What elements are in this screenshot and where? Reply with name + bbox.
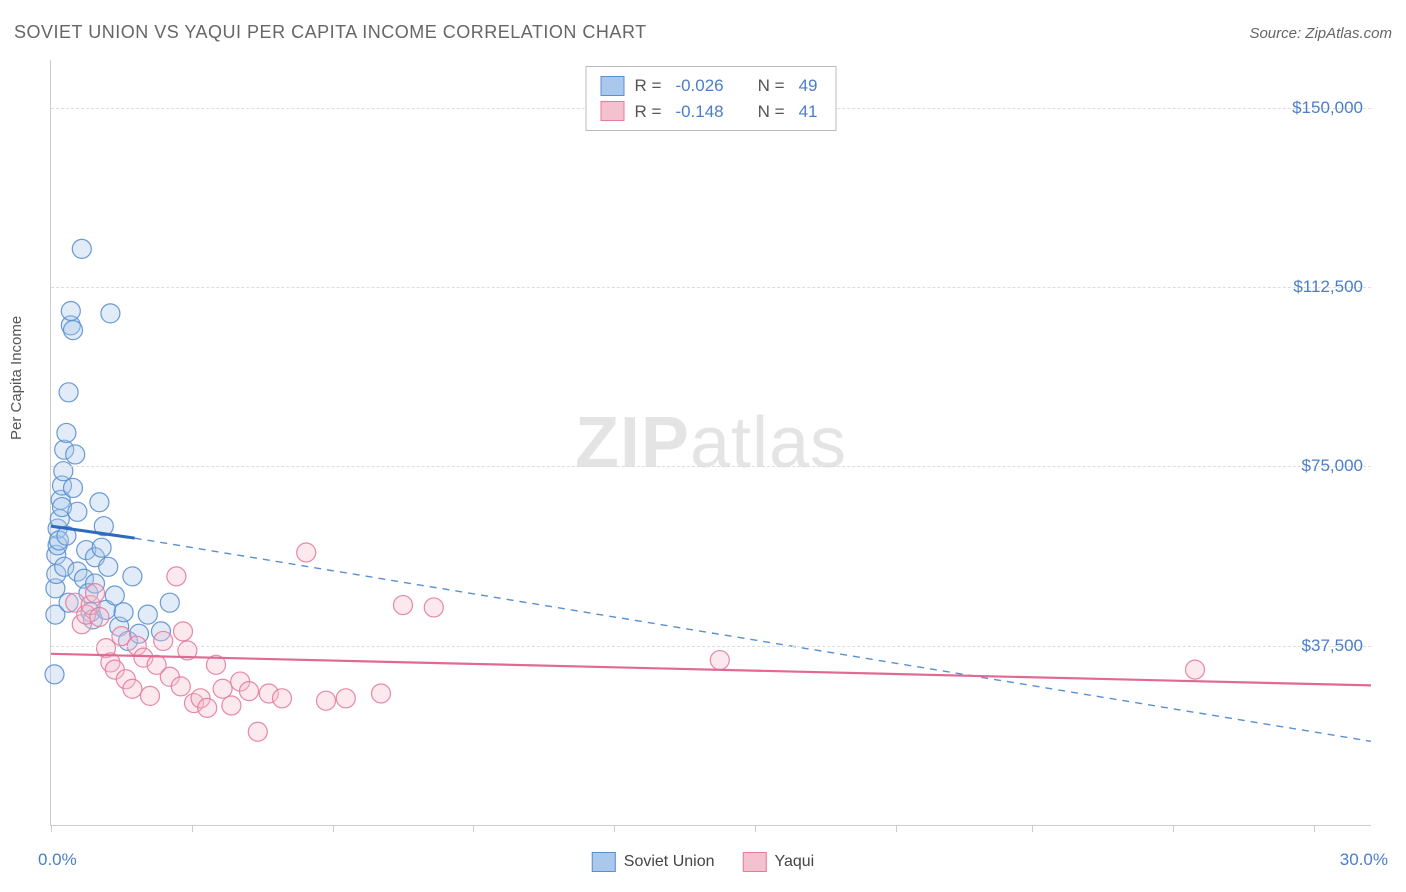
data-point <box>86 584 105 603</box>
correlation-legend: R = -0.026 N = 49 R = -0.148 N = 41 <box>586 66 837 131</box>
x-axis-min-label: 0.0% <box>38 850 77 870</box>
regression-line-dashed <box>135 538 1371 741</box>
legend-swatch <box>592 852 616 872</box>
chart-canvas <box>51 60 1371 825</box>
correlation-legend-row: R = -0.148 N = 41 <box>601 99 822 125</box>
data-point <box>160 593 179 612</box>
x-tick <box>192 825 193 832</box>
data-point <box>66 445 85 464</box>
data-point <box>138 605 157 624</box>
chart-header: SOVIET UNION VS YAQUI PER CAPITA INCOME … <box>14 22 1392 43</box>
data-point <box>273 689 292 708</box>
r-value: -0.148 <box>671 99 727 125</box>
source-label: Source: ZipAtlas.com <box>1249 25 1392 42</box>
data-point <box>64 321 83 340</box>
data-point <box>92 538 111 557</box>
x-tick <box>51 825 52 832</box>
r-label: R = <box>635 99 662 125</box>
y-tick-label: $150,000 <box>1292 98 1363 118</box>
data-point <box>710 651 729 670</box>
x-tick <box>333 825 334 832</box>
series-legend-label: Soviet Union <box>624 853 715 871</box>
data-point <box>372 684 391 703</box>
legend-swatch <box>742 852 766 872</box>
data-point <box>99 557 118 576</box>
plot-area: ZIPatlas R =-0.026N =49R =-0.148N =41 $3… <box>50 60 1371 826</box>
chart-title: SOVIET UNION VS YAQUI PER CAPITA INCOME … <box>14 22 647 43</box>
x-tick <box>614 825 615 832</box>
data-point <box>174 622 193 641</box>
x-tick <box>755 825 756 832</box>
data-point <box>171 677 190 696</box>
series-legend-item: Soviet Union <box>592 852 715 872</box>
data-point <box>90 608 109 627</box>
correlation-legend-row: R = -0.026 N = 49 <box>601 73 822 99</box>
data-point <box>64 478 83 497</box>
data-point <box>68 502 87 521</box>
gridline <box>51 287 1371 288</box>
data-point <box>198 698 217 717</box>
x-axis-max-label: 30.0% <box>1340 850 1388 870</box>
x-tick <box>1314 825 1315 832</box>
data-point <box>222 696 241 715</box>
data-point <box>167 567 186 586</box>
data-point <box>123 679 142 698</box>
data-point <box>213 679 232 698</box>
series-legend-item: Yaqui <box>742 852 814 872</box>
data-point <box>317 691 336 710</box>
data-point <box>72 239 91 258</box>
data-point <box>90 493 109 512</box>
r-label: R = <box>635 73 662 99</box>
data-point <box>154 631 173 650</box>
data-point <box>59 383 78 402</box>
data-point <box>240 682 259 701</box>
legend-swatch <box>601 76 625 96</box>
data-point <box>336 689 355 708</box>
data-point <box>61 302 80 321</box>
n-label: N = <box>758 73 785 99</box>
x-tick <box>896 825 897 832</box>
series-legend-label: Yaqui <box>774 853 814 871</box>
data-point <box>45 665 64 684</box>
data-point <box>54 462 73 481</box>
x-tick <box>473 825 474 832</box>
gridline <box>51 466 1371 467</box>
gridline <box>51 646 1371 647</box>
data-point <box>101 304 120 323</box>
data-point <box>105 586 124 605</box>
y-tick-label: $75,000 <box>1302 456 1363 476</box>
data-point <box>1186 660 1205 679</box>
data-point <box>57 423 76 442</box>
n-value: 41 <box>795 99 822 125</box>
data-point <box>141 686 160 705</box>
x-tick <box>1032 825 1033 832</box>
y-axis-label: Per Capita Income <box>8 316 25 440</box>
n-value: 49 <box>795 73 822 99</box>
data-point <box>394 596 413 615</box>
legend-swatch <box>601 101 625 121</box>
data-point <box>297 543 316 562</box>
data-point <box>114 603 133 622</box>
data-point <box>424 598 443 617</box>
y-tick-label: $37,500 <box>1302 636 1363 656</box>
data-point <box>248 722 267 741</box>
x-tick <box>1173 825 1174 832</box>
r-value: -0.026 <box>671 73 727 99</box>
n-label: N = <box>758 99 785 125</box>
data-point <box>123 567 142 586</box>
y-tick-label: $112,500 <box>1293 277 1363 297</box>
series-legend: Soviet Union Yaqui <box>592 852 814 872</box>
